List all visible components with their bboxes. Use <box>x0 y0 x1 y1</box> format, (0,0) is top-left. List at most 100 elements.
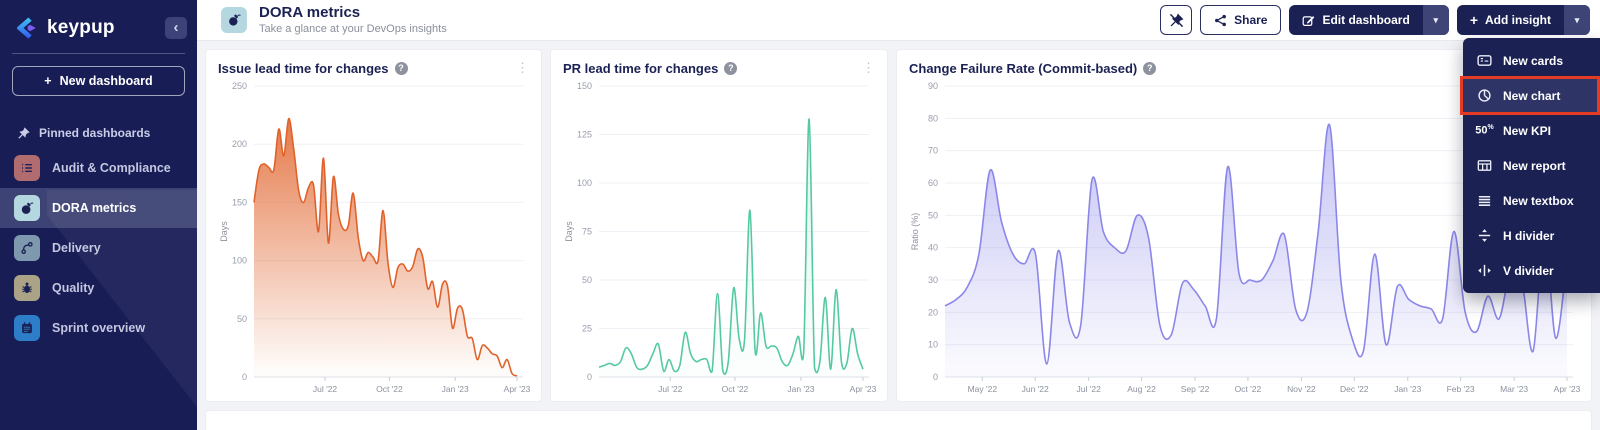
dashboard-icon-tile <box>221 7 247 33</box>
edit-icon <box>1302 14 1315 27</box>
add-insight-main[interactable]: + Add insight <box>1457 5 1564 35</box>
chart-icon <box>1476 88 1493 103</box>
page-title: DORA metrics <box>259 3 361 21</box>
svg-text:150: 150 <box>577 81 592 91</box>
textbox-icon <box>1476 193 1493 208</box>
chart-card-header: Issue lead time for changes ? ⋮ <box>218 60 531 76</box>
kpi-icon: 50% <box>1475 124 1494 137</box>
svg-text:80: 80 <box>928 113 938 123</box>
menu-item-label: New cards <box>1503 53 1564 68</box>
pinned-dashboards-label: Pinned dashboards <box>39 126 151 140</box>
menu-item-new-kpi[interactable]: 50% New KPI <box>1463 113 1600 148</box>
svg-text:Aug '22: Aug '22 <box>1127 384 1156 394</box>
sidebar-nav: Audit & Compliance DORA metrics Delivery… <box>0 148 197 348</box>
edit-dashboard-main[interactable]: Edit dashboard <box>1289 5 1422 35</box>
svg-text:200: 200 <box>232 139 247 149</box>
sidebar-item-dora-metrics[interactable]: DORA metrics <box>0 188 197 228</box>
plus-icon: + <box>1469 12 1478 28</box>
sidebar-item-label: Audit & Compliance <box>52 161 171 175</box>
sidebar-item-label: Sprint overview <box>52 321 146 335</box>
sidebar-item-sprint-overview[interactable]: Sprint overview <box>0 308 197 348</box>
help-icon[interactable]: ? <box>1143 61 1157 75</box>
new-dashboard-label: New dashboard <box>59 74 153 88</box>
svg-text:50: 50 <box>928 210 938 220</box>
add-insight-caret[interactable]: ▾ <box>1564 5 1590 35</box>
sidebar-item-audit-compliance[interactable]: Audit & Compliance <box>0 148 197 188</box>
sidebar-item-quality[interactable]: Quality <box>0 268 197 308</box>
share-label: Share <box>1234 13 1268 27</box>
svg-text:60: 60 <box>928 178 938 188</box>
svg-text:40: 40 <box>928 243 938 253</box>
sidebar-collapse-button[interactable]: ‹ <box>165 17 187 39</box>
svg-text:100: 100 <box>577 178 592 188</box>
logo-text: keypup <box>47 17 115 38</box>
svg-text:20: 20 <box>928 307 938 317</box>
unpin-icon <box>1169 13 1184 28</box>
svg-text:Oct '22: Oct '22 <box>722 384 749 394</box>
menu-item-new-chart[interactable]: New chart <box>1460 76 1600 115</box>
help-icon[interactable]: ? <box>724 61 738 75</box>
chart-title: Issue lead time for changes <box>218 60 389 76</box>
add-insight-button[interactable]: + Add insight ▾ <box>1456 5 1590 35</box>
svg-text:Nov '22: Nov '22 <box>1287 384 1316 394</box>
edit-dashboard-caret[interactable]: ▾ <box>1422 5 1449 35</box>
svg-text:Sep '22: Sep '22 <box>1181 384 1210 394</box>
svg-text:Feb '23: Feb '23 <box>1447 384 1475 394</box>
menu-item-label: V divider <box>1503 263 1554 278</box>
menu-item-label: H divider <box>1503 228 1555 243</box>
svg-text:Oct '22: Oct '22 <box>1235 384 1262 394</box>
header-actions: Share Edit dashboard ▾ <box>1160 5 1590 35</box>
bug-icon <box>14 275 40 301</box>
chart-title: Change Failure Rate (Commit-based) <box>909 60 1138 76</box>
edit-dashboard-label: Edit dashboard <box>1322 13 1410 27</box>
sidebar: keypup ‹ + New dashboard Pinned dashboar… <box>0 0 197 430</box>
sidebar-divider <box>12 53 185 54</box>
svg-text:Days: Days <box>564 221 574 242</box>
chart-plot: 0 50 100 150 200 250 Jul '22 Oct '22 Jan '23 Apr … <box>218 76 531 397</box>
calendar-icon <box>14 315 40 341</box>
svg-text:Jan '23: Jan '23 <box>1394 384 1421 394</box>
page-subtitle: Take a glance at your DevOps insights <box>259 23 447 36</box>
menu-item-new-cards[interactable]: New cards <box>1463 43 1600 78</box>
menu-item-h-divider[interactable]: H divider <box>1463 218 1600 253</box>
menu-item-label: New KPI <box>1503 123 1552 138</box>
svg-text:250: 250 <box>232 81 247 91</box>
chart-card-issue-lead-time-for-changes: Issue lead time for changes ? ⋮ 0 50 100 15… <box>205 49 542 402</box>
charts-row: Issue lead time for changes ? ⋮ 0 50 100 15… <box>205 49 1592 402</box>
share-button[interactable]: Share <box>1200 5 1282 35</box>
svg-text:Dec '22: Dec '22 <box>1340 384 1369 394</box>
chart-title: PR lead time for changes <box>563 60 719 76</box>
svg-text:0: 0 <box>933 372 938 382</box>
h-divider-icon <box>1476 228 1493 243</box>
svg-text:Jul '22: Jul '22 <box>658 384 683 394</box>
edit-dashboard-button[interactable]: Edit dashboard ▾ <box>1289 5 1449 35</box>
sidebar-item-label: Quality <box>52 281 95 295</box>
svg-text:0: 0 <box>242 372 247 382</box>
svg-text:May '22: May '22 <box>968 384 998 394</box>
new-dashboard-button[interactable]: + New dashboard <box>12 66 185 96</box>
sidebar-item-delivery[interactable]: Delivery <box>0 228 197 268</box>
kebab-menu-icon[interactable]: ⋮ <box>862 60 875 75</box>
svg-text:25: 25 <box>582 324 592 334</box>
kebab-menu-icon[interactable]: ⋮ <box>516 60 529 75</box>
unpin-button[interactable] <box>1160 5 1193 35</box>
svg-text:Apr '23: Apr '23 <box>850 384 877 394</box>
svg-text:70: 70 <box>928 146 938 156</box>
chart-plot: 0 25 50 75 100 125 150 Jul '22 Oct '22 Jan '23 Apr… <box>563 76 877 397</box>
checklist-icon <box>14 155 40 181</box>
page-header: DORA metrics Take a glance at your DevOp… <box>197 0 1600 41</box>
logo-row: keypup ‹ <box>0 0 197 53</box>
svg-text:50: 50 <box>237 314 247 324</box>
svg-text:Jun '22: Jun '22 <box>1022 384 1049 394</box>
svg-text:Jul '22: Jul '22 <box>313 384 338 394</box>
svg-text:30: 30 <box>928 275 938 285</box>
svg-text:50: 50 <box>582 275 592 285</box>
plus-icon: + <box>44 74 52 88</box>
menu-item-v-divider[interactable]: V divider <box>1463 253 1600 288</box>
help-icon[interactable]: ? <box>394 61 408 75</box>
menu-item-new-report[interactable]: New report <box>1463 148 1600 183</box>
svg-text:100: 100 <box>232 256 247 266</box>
menu-item-new-textbox[interactable]: New textbox <box>1463 183 1600 218</box>
keypup-logo-icon <box>13 15 39 41</box>
